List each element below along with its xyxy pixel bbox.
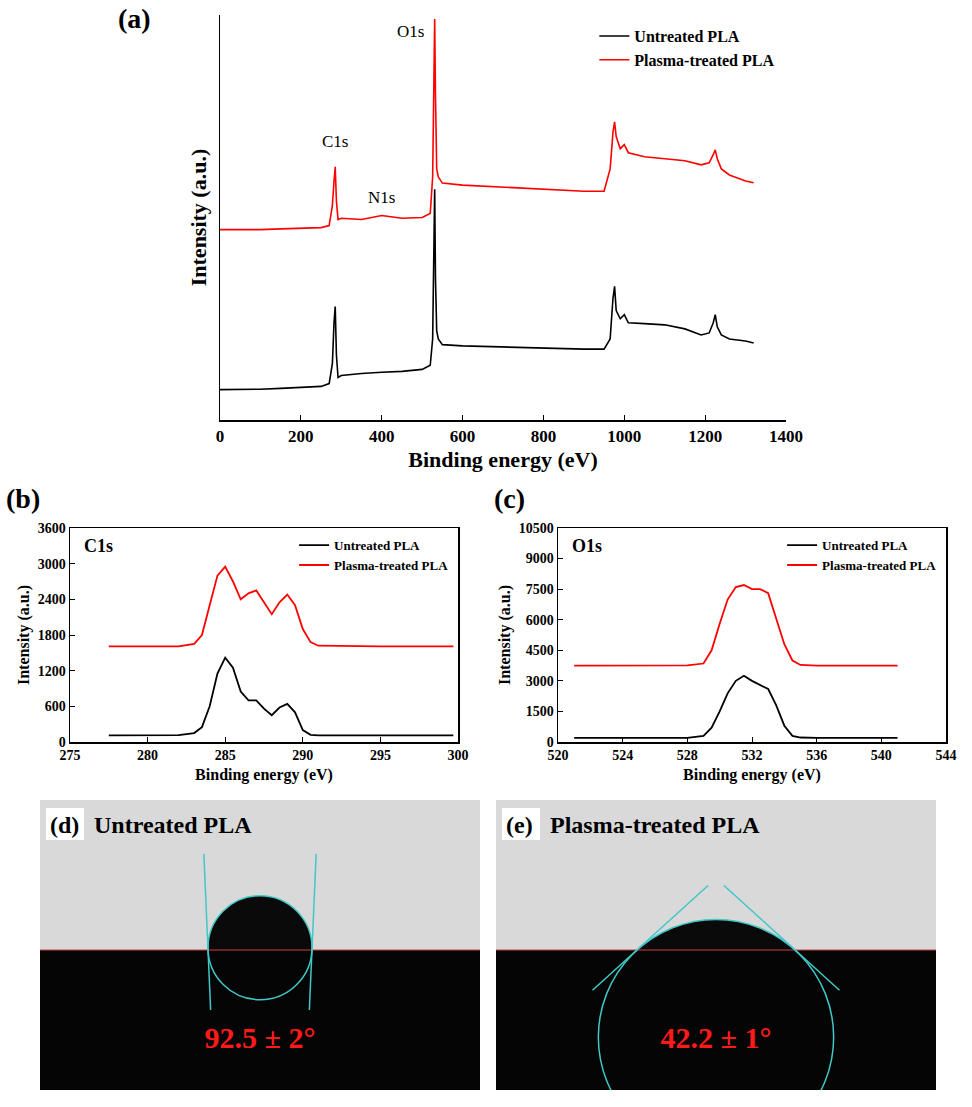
svg-text:0: 0 <box>547 735 554 750</box>
svg-text:1200: 1200 <box>688 427 722 446</box>
svg-text:3000: 3000 <box>526 674 554 689</box>
svg-text:10500: 10500 <box>519 521 554 536</box>
svg-text:Binding energy (eV): Binding energy (eV) <box>195 766 333 784</box>
svg-text:524: 524 <box>612 748 633 763</box>
svg-text:N1s: N1s <box>368 188 395 207</box>
svg-text:Intensity (a.u.): Intensity (a.u.) <box>186 149 211 287</box>
svg-text:Plasma-treated PLA: Plasma-treated PLA <box>634 52 774 69</box>
svg-text:1500: 1500 <box>526 704 554 719</box>
svg-text:6000: 6000 <box>526 613 554 628</box>
svg-text:9000: 9000 <box>526 551 554 566</box>
svg-text:544: 544 <box>936 748 957 763</box>
svg-text:200: 200 <box>288 427 314 446</box>
html-text:(c): (c) <box>494 483 526 514</box>
svg-text:1200: 1200 <box>38 664 66 679</box>
svg-text:300: 300 <box>448 748 469 763</box>
svg-text:Untreated PLA: Untreated PLA <box>634 28 739 45</box>
svg-text:0: 0 <box>59 735 66 750</box>
svg-text:(e): (e) <box>506 812 533 838</box>
svg-text:42.2 ± 1°: 42.2 ± 1° <box>661 1021 772 1054</box>
svg-text:400: 400 <box>369 427 395 446</box>
svg-text:285: 285 <box>215 748 236 763</box>
svg-text:92.5 ± 2°: 92.5 ± 2° <box>205 1021 316 1054</box>
svg-text:C1s: C1s <box>322 132 348 151</box>
svg-text:800: 800 <box>531 427 557 446</box>
svg-text:Binding energy (eV): Binding energy (eV) <box>683 766 821 784</box>
svg-text:O1s: O1s <box>397 22 424 41</box>
svg-text:532: 532 <box>742 748 763 763</box>
svg-text:280: 280 <box>137 748 158 763</box>
svg-text:275: 275 <box>60 748 81 763</box>
svg-text:O1s: O1s <box>572 536 602 556</box>
svg-text:0: 0 <box>216 427 225 446</box>
svg-text:600: 600 <box>450 427 476 446</box>
svg-text:520: 520 <box>548 748 569 763</box>
svg-text:Intensity (a.u.): Intensity (a.u.) <box>15 585 33 685</box>
html-text:(a): (a) <box>118 3 151 34</box>
svg-text:Plasma-treated PLA: Plasma-treated PLA <box>550 812 760 838</box>
svg-text:3000: 3000 <box>38 557 66 572</box>
svg-text:Plasma-treated PLA: Plasma-treated PLA <box>334 558 448 573</box>
svg-text:1800: 1800 <box>38 628 66 643</box>
svg-text:4500: 4500 <box>526 643 554 658</box>
svg-text:3600: 3600 <box>38 521 66 536</box>
svg-text:Intensity (a.u.): Intensity (a.u.) <box>496 585 514 685</box>
svg-text:(d): (d) <box>50 812 79 838</box>
svg-text:2400: 2400 <box>38 592 66 607</box>
svg-text:528: 528 <box>677 748 698 763</box>
svg-text:Binding energy (eV): Binding energy (eV) <box>408 447 597 472</box>
svg-text:Untreated PLA: Untreated PLA <box>94 812 252 838</box>
svg-text:295: 295 <box>370 748 391 763</box>
svg-text:540: 540 <box>871 748 892 763</box>
svg-text:Plasma-treated PLA: Plasma-treated PLA <box>822 558 936 573</box>
html-text:(b): (b) <box>6 483 41 514</box>
svg-text:Untreated PLA: Untreated PLA <box>822 538 908 553</box>
svg-text:Untreated PLA: Untreated PLA <box>334 538 420 553</box>
svg-text:290: 290 <box>292 748 313 763</box>
svg-text:536: 536 <box>806 748 827 763</box>
svg-text:7500: 7500 <box>526 582 554 597</box>
svg-text:1000: 1000 <box>607 427 641 446</box>
svg-text:C1s: C1s <box>84 536 113 556</box>
svg-text:600: 600 <box>45 699 66 714</box>
svg-text:1400: 1400 <box>769 427 803 446</box>
